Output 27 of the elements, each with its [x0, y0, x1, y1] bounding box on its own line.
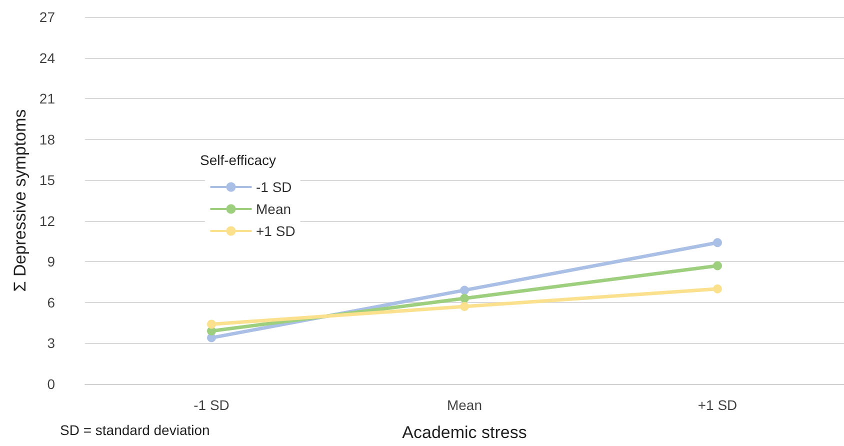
y-tick-label: 27	[39, 9, 56, 25]
point	[460, 302, 469, 312]
y-tick-label: 18	[39, 131, 56, 148]
point	[713, 284, 722, 294]
y-tick-label: 6	[47, 294, 56, 310]
point	[460, 286, 469, 295]
x-tick-label: +1 SD	[698, 397, 738, 413]
x-tick-label: -1 SD	[194, 397, 230, 413]
legend-label: +1 SD	[256, 223, 296, 239]
text: SD = standard deviation	[60, 422, 210, 438]
point	[207, 320, 216, 329]
legend-title: Self-efficacy	[200, 152, 276, 168]
y-tick-label: 24	[39, 50, 56, 66]
point	[713, 238, 722, 248]
y-tick-label: 0	[47, 376, 56, 392]
x-tick-label: Mean	[446, 397, 482, 413]
y-tick-label: 3	[47, 335, 56, 352]
y-tick-label: 21	[39, 90, 56, 107]
point	[460, 294, 469, 303]
point	[713, 261, 722, 270]
y-axis-title: Σ Depressive symptoms	[10, 109, 30, 292]
legend-label: -1 SD	[256, 179, 292, 195]
y-tick-label: 15	[39, 172, 56, 188]
y-tick-label: 12	[39, 212, 56, 229]
legend-label: Mean	[256, 201, 292, 217]
x-axis-title: Academic stress	[402, 423, 527, 442]
y-tick-label: 9	[47, 254, 56, 270]
